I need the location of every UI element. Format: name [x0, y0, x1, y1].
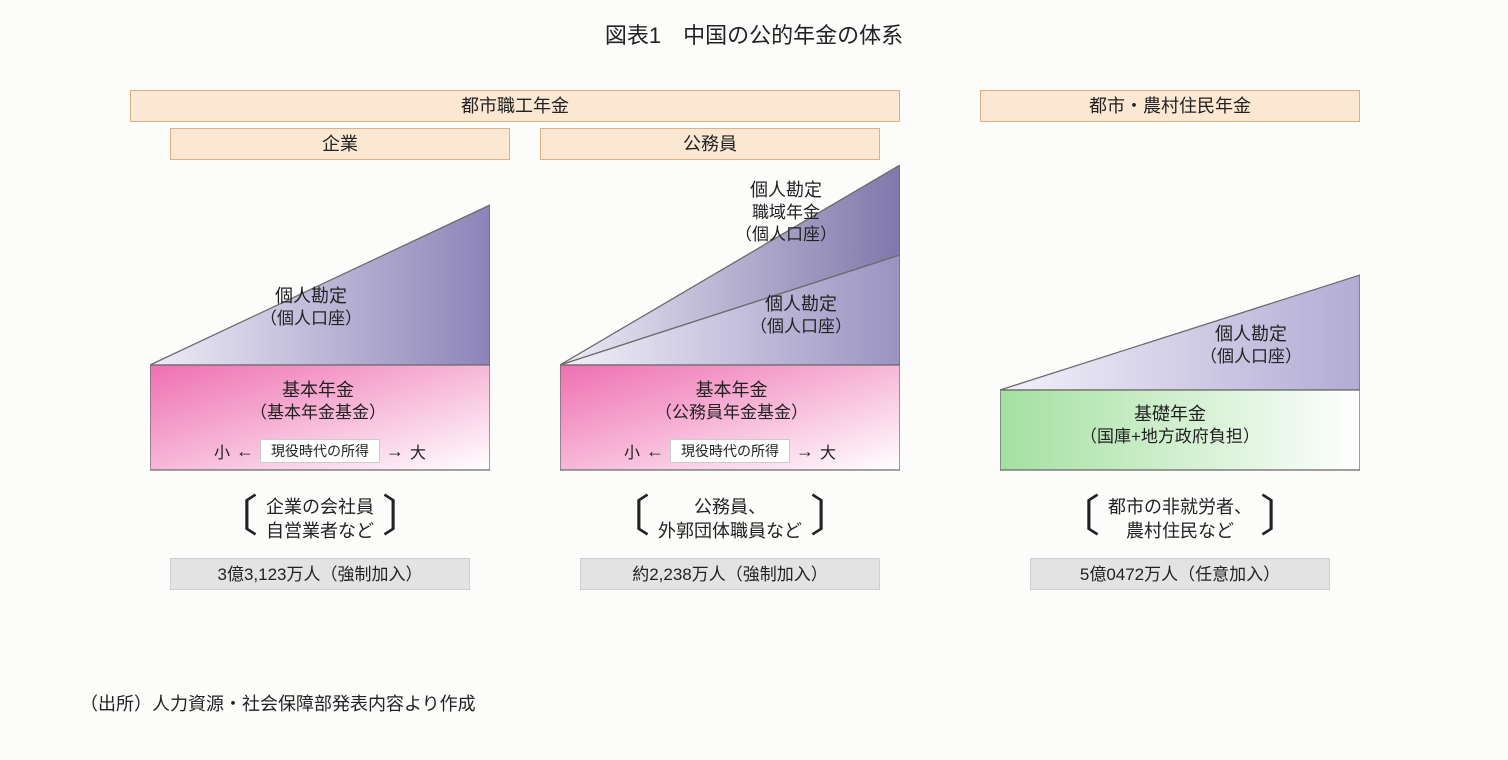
text: 個人勘定	[1200, 323, 1302, 346]
civil-occupational-label: 個人勘定 職域年金 （個人口座）	[735, 179, 837, 247]
bracket-right-icon: 〕	[810, 495, 854, 539]
bracket-right-icon: 〕	[382, 495, 426, 539]
text: （個人口座）	[1200, 346, 1302, 368]
income-label: 現役時代の所得	[260, 439, 380, 463]
small-label: 小	[624, 439, 640, 463]
res-foundation-label: 基礎年金 （国庫+地方政府負担）	[1080, 403, 1260, 448]
text: 農村住民など	[1108, 519, 1252, 543]
text: 自営業者など	[266, 519, 374, 543]
arrow-left-icon: ←	[646, 441, 664, 462]
bracket-left-icon: 〔	[1056, 495, 1100, 539]
large-label: 大	[820, 439, 836, 463]
ent-bracket: 〔 企業の会社員 自営業者など 〕	[150, 495, 490, 544]
civil-personal-label: 個人勘定 （個人口座）	[750, 293, 852, 338]
civil-stat: 約2,238万人（強制加入）	[580, 558, 880, 590]
text: 個人勘定	[750, 293, 852, 316]
res-bracket: 〔 都市の非就労者、 農村住民など 〕	[1000, 495, 1360, 544]
arrow-right-icon: →	[386, 441, 404, 462]
header-urban-worker: 都市職工年金	[130, 90, 900, 122]
text: （個人口座）	[750, 316, 852, 338]
bracket-right-icon: 〕	[1260, 495, 1304, 539]
header-enterprise: 企業	[170, 128, 510, 160]
text: 基本年金	[655, 379, 808, 402]
res-personal-label: 個人勘定 （個人口座）	[1200, 323, 1302, 368]
large-label: 大	[410, 439, 426, 463]
ent-basic-label: 基本年金 （基本年金基金）	[250, 379, 386, 424]
text: （国庫+地方政府負担）	[1080, 426, 1260, 448]
text: 基礎年金	[1080, 403, 1260, 426]
civil-income-arrow: 小 ← 現役時代の所得 → 大	[560, 439, 900, 463]
text: （個人口座）	[735, 224, 837, 246]
ent-stat: 3億3,123万人（強制加入）	[170, 558, 470, 590]
text: 企業の会社員	[266, 495, 374, 519]
header-civil: 公務員	[540, 128, 880, 160]
chart-title: 図表1 中国の公的年金の体系	[0, 18, 1508, 50]
text: 公務員、	[658, 495, 802, 519]
income-label: 現役時代の所得	[670, 439, 790, 463]
bracket-left-icon: 〔	[214, 495, 258, 539]
small-label: 小	[214, 439, 230, 463]
res-stat: 5億0472万人（任意加入）	[1030, 558, 1330, 590]
text: （公務員年金基金）	[655, 402, 808, 424]
text: 都市の非就労者、	[1108, 495, 1252, 519]
civil-basic-label: 基本年金 （公務員年金基金）	[655, 379, 808, 424]
column-resident: 個人勘定 （個人口座） 基礎年金 （国庫+地方政府負担）	[1000, 165, 1360, 475]
text: （個人口座）	[260, 308, 362, 330]
text: （基本年金基金）	[250, 402, 386, 424]
text: 外郭団体職員など	[658, 519, 802, 543]
header-resident: 都市・農村住民年金	[980, 90, 1360, 122]
arrow-right-icon: →	[796, 441, 814, 462]
ent-personal-label: 個人勘定 （個人口座）	[260, 285, 362, 330]
civil-bracket: 〔 公務員、 外郭団体職員など 〕	[560, 495, 900, 544]
ent-income-arrow: 小 ← 現役時代の所得 → 大	[150, 439, 490, 463]
text: 個人勘定	[735, 179, 837, 202]
text: 基本年金	[250, 379, 386, 402]
text: 職域年金	[735, 202, 837, 224]
bracket-left-icon: 〔	[606, 495, 650, 539]
arrow-left-icon: ←	[236, 441, 254, 462]
column-enterprise: 個人勘定 （個人口座） 基本年金 （基本年金基金） 小 ← 現役時代の所得 → …	[150, 165, 490, 475]
column-civil: 個人勘定 職域年金 （個人口座） 個人勘定 （個人口座） 基本年金 （公務員年金…	[560, 165, 900, 475]
source-note: （出所）人力資源・社会保障部発表内容より作成	[80, 690, 476, 716]
text: 個人勘定	[260, 285, 362, 308]
